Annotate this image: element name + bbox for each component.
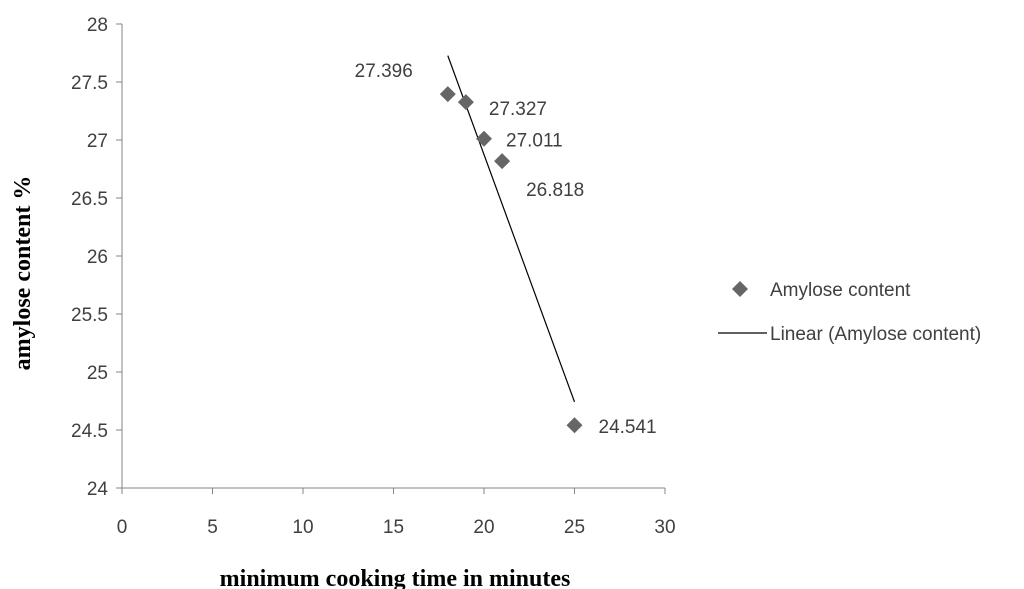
y-tick-label: 24 <box>87 479 109 500</box>
data-point <box>458 94 474 110</box>
x-axis-title: minimum cooking time in minutes <box>220 566 571 589</box>
x-tick-label: 10 <box>292 517 313 538</box>
x-tick-label: 30 <box>654 517 675 538</box>
data-point <box>476 131 492 147</box>
x-tick-label: 0 <box>117 517 128 538</box>
y-tick-label: 25.5 <box>71 305 108 326</box>
y-tick-label: 27.5 <box>71 73 108 94</box>
legend-marker-amylose <box>732 281 748 297</box>
data-label: 24.541 <box>599 417 657 438</box>
x-tick-label: 20 <box>473 517 494 538</box>
y-tick-label: 24.5 <box>71 421 108 442</box>
legend: Amylose content Linear (Amylose content) <box>718 280 981 345</box>
y-tick-label: 25 <box>87 363 108 384</box>
data-label: 26.818 <box>526 180 584 201</box>
y-tick-label: 28 <box>87 15 108 36</box>
data-point <box>494 153 510 169</box>
data-label: 27.327 <box>489 99 547 120</box>
legend-label-trendline: Linear (Amylose content) <box>770 324 981 345</box>
data-point <box>440 86 456 102</box>
data-point <box>567 417 583 433</box>
data-label: 27.011 <box>506 131 563 152</box>
y-tick-label: 26.5 <box>71 189 108 210</box>
y-axis-title: amylose content % <box>10 176 36 371</box>
x-tick-label: 5 <box>207 517 218 538</box>
x-tick-label: 25 <box>564 517 585 538</box>
x-tick-label: 15 <box>383 517 404 538</box>
y-tick-label: 26 <box>87 247 108 268</box>
y-tick-label: 27 <box>87 131 108 152</box>
legend-label-amylose: Amylose content <box>770 280 911 301</box>
data-label: 27.396 <box>355 61 413 82</box>
plot-area: 24 24.5 25 25.5 26 26.5 27 27.5 28 0 5 10 15 20 25 30 27… <box>71 15 676 538</box>
